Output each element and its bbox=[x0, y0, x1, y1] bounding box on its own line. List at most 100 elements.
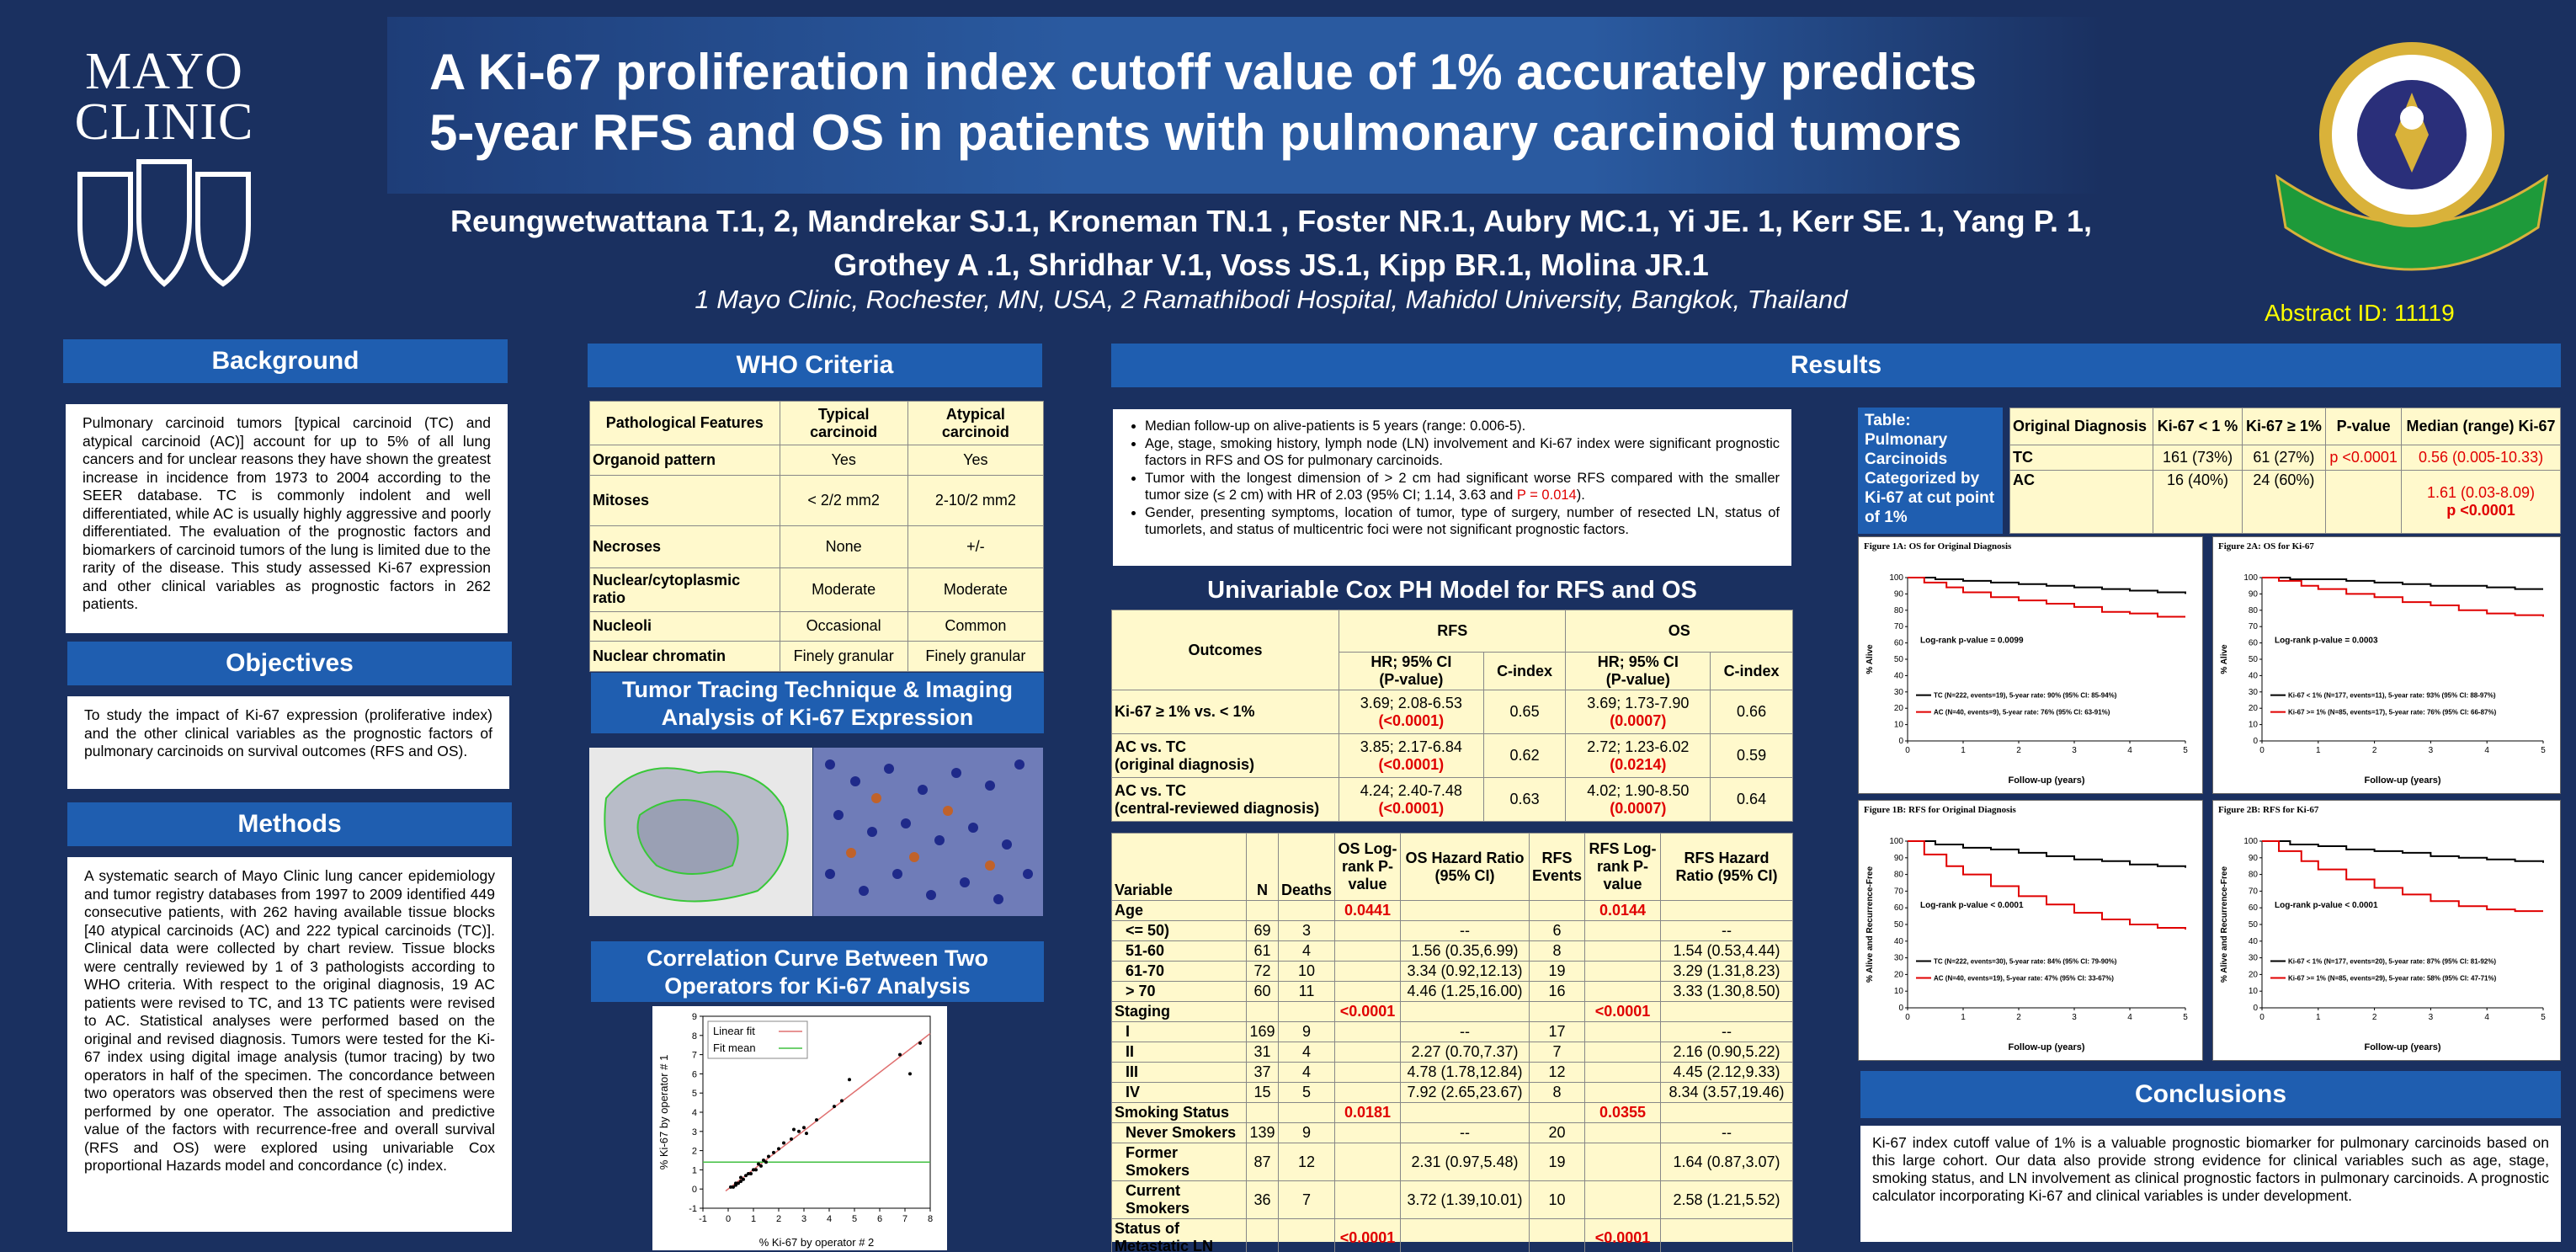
y-tick-label: 2 bbox=[692, 1147, 697, 1157]
y-tick-label: 50 bbox=[1894, 920, 1904, 930]
km-figure-title: Figure 2B: RFS for Ki-67 bbox=[2218, 805, 2319, 815]
x-tick-label: 1 bbox=[2316, 1013, 2321, 1022]
x-tick-label: 2 bbox=[776, 1214, 781, 1224]
x-tick-label: 5 bbox=[2541, 746, 2546, 755]
y-tick-label: 50 bbox=[2249, 920, 2259, 930]
authors-line2: Grothey A .1, Shridhar V.1, Voss JS.1, K… bbox=[833, 248, 1709, 282]
y-tick-label: 60 bbox=[2249, 903, 2259, 913]
km-legend-label: Ki-67 >= 1% (N=85, events=17), 5-year ra… bbox=[2288, 709, 2497, 717]
ki67-stain-image bbox=[813, 748, 1043, 916]
y-tick-label: 0 bbox=[1898, 1004, 1903, 1013]
scatter-point bbox=[792, 1127, 796, 1132]
km-figure-1b: Figure 1B: RFS for Original Diagnosis 0 10… bbox=[1858, 800, 2203, 1061]
y-tick-label: 7 bbox=[692, 1051, 697, 1061]
x-tick-label: 8 bbox=[928, 1214, 933, 1224]
x-tick-label: 0 bbox=[1905, 746, 1910, 755]
km-curve-black bbox=[1908, 840, 2186, 868]
y-axis-label: % Alive and Recurrence-Free bbox=[1865, 866, 1875, 983]
x-tick-label: 3 bbox=[2072, 746, 2077, 755]
y-tick-label: 60 bbox=[2249, 639, 2259, 648]
table-row: AC 16 (40%) 24 (60%) 1.61 (0.03-8.09) p <… bbox=[2009, 470, 2561, 534]
scatter-point bbox=[840, 1099, 844, 1103]
table-row: Nuclear/cytoplasmic ratio Moderate Moderat… bbox=[589, 567, 1045, 612]
x-tick-label: 1 bbox=[1961, 1013, 1966, 1022]
tumor-tracing-image bbox=[589, 748, 812, 916]
y-tick-label: 6 bbox=[692, 1069, 697, 1079]
x-tick-label: 2 bbox=[2372, 1013, 2377, 1022]
result-bullet: Tumor with the longest dimension of > 2 … bbox=[1145, 470, 1780, 503]
y-tick-label: 100 bbox=[1889, 837, 1903, 846]
scatter-point bbox=[772, 1150, 775, 1154]
scatter-point bbox=[742, 1177, 745, 1181]
km-curve-black bbox=[1908, 577, 2186, 594]
y-tick-label: 90 bbox=[2249, 854, 2259, 863]
x-tick-label: 5 bbox=[852, 1214, 857, 1224]
table-row: > 70 60 11 4.46 (1.25,16.00) 16 3.33 (1.30,8.… bbox=[1111, 981, 1794, 1002]
scatter-point bbox=[747, 1171, 750, 1175]
who-col-header: Atypical carcinoid bbox=[907, 401, 1045, 445]
y-tick-label: 20 bbox=[1894, 704, 1904, 713]
cox-table: Outcomes RFS OS HR; 95% CI (P-value) C-in… bbox=[1111, 610, 1793, 822]
table-row: AC vs. TC (central-reviewed diagnosis) 4.… bbox=[1111, 777, 1793, 822]
scatter-point bbox=[762, 1159, 765, 1162]
mayo-shield-icon bbox=[77, 159, 251, 287]
km-curve-red bbox=[2262, 840, 2543, 913]
y-tick-label: 80 bbox=[1894, 871, 1904, 880]
y-tick-label: 0 bbox=[1898, 737, 1903, 746]
y-tick-label: 20 bbox=[1894, 970, 1904, 979]
y-tick-label: 80 bbox=[1894, 606, 1904, 615]
mayo-clinic-logo: MAYO CLINIC bbox=[46, 45, 282, 290]
km-legend-label: AC (N=40, events=19), 5-year rate: 47% (… bbox=[1934, 975, 2114, 983]
y-tick-label: 100 bbox=[2243, 573, 2258, 583]
km-curve-black bbox=[2262, 577, 2543, 590]
scatter-point bbox=[764, 1160, 768, 1164]
x-tick-label: -1 bbox=[699, 1214, 707, 1224]
scatter-point bbox=[744, 1174, 748, 1178]
y-tick-label: 50 bbox=[2249, 655, 2259, 664]
table-row: Never Smokers 139 9 -- 20 -- bbox=[1111, 1122, 1794, 1143]
scatter-point bbox=[833, 1105, 836, 1109]
y-axis-label: % Ki-67 by operator # 1 bbox=[657, 1055, 670, 1170]
scatter-point bbox=[739, 1175, 742, 1180]
who-col-header: Pathological Features bbox=[589, 401, 780, 445]
table-row: Smoking Status 0.0181 0.0355 bbox=[1111, 1102, 1794, 1123]
legend-label: Linear fit bbox=[713, 1025, 755, 1037]
table-row: Nucleoli Occasional Common bbox=[589, 610, 1045, 642]
result-bullet: Gender, presenting symptoms, location of… bbox=[1145, 504, 1780, 538]
y-tick-label: 100 bbox=[1889, 573, 1903, 583]
km-legend-label: TC (N=222, events=30), 5-year rate: 84% … bbox=[1934, 958, 2117, 966]
km-curve-red bbox=[1908, 577, 2185, 618]
ramathibodi-seal-logo bbox=[2260, 34, 2563, 286]
table-row: 51-60 61 4 1.56 (0.35,6.99) 8 1.54 (0.53,4.44… bbox=[1111, 940, 1794, 962]
km-figure-title: Figure 2A: OS for Ki-67 bbox=[2218, 541, 2314, 551]
table-row: Status of Metastatic LN <0.0001 <0.0001 bbox=[1111, 1218, 1794, 1252]
variable-table: Variable N Deaths OS Log-rank P-value OS… bbox=[1111, 833, 1794, 1252]
x-tick-label: 4 bbox=[2127, 1013, 2132, 1022]
km-legend-label: TC (N=222, events=19), 5-year rate: 90% … bbox=[1934, 692, 2117, 700]
logrank-text: Log-rank p-value = 0.0003 bbox=[2275, 637, 2378, 646]
y-tick-label: 90 bbox=[2249, 589, 2259, 599]
km-figure-1a: Figure 1A: OS for Original Diagnosis 0 10 2… bbox=[1858, 536, 2203, 794]
y-tick-label: 30 bbox=[1894, 688, 1904, 697]
km-legend-label: AC (N=40, events=9), 5-year rate: 76% (9… bbox=[1934, 709, 2110, 717]
who-heading: WHO Criteria bbox=[588, 344, 1042, 387]
y-tick-label: 70 bbox=[2249, 887, 2259, 896]
logo-line2: CLINIC bbox=[74, 93, 254, 151]
y-tick-label: 30 bbox=[1894, 954, 1904, 963]
abstract-id: Abstract ID: 11119 bbox=[2265, 300, 2455, 326]
x-tick-label: 5 bbox=[2183, 1013, 2188, 1022]
km-legend-label: Ki-67 < 1% (N=177, events=11), 5-year ra… bbox=[2288, 692, 2496, 700]
cox-heading: Univariable Cox PH Model for RFS and OS bbox=[1207, 577, 1697, 604]
x-tick-label: 3 bbox=[801, 1214, 806, 1224]
ki-table-caption: Table: Pulmonary Carcinoids Categorized … bbox=[1858, 408, 2003, 534]
scatter-point bbox=[815, 1118, 818, 1122]
y-tick-label: 50 bbox=[1894, 655, 1904, 664]
x-tick-label: 4 bbox=[827, 1214, 832, 1224]
correlation-heading: Correlation Curve Between Two Operators … bbox=[591, 941, 1044, 1002]
y-tick-label: 0 bbox=[692, 1185, 697, 1195]
y-tick-label: 10 bbox=[2249, 987, 2259, 996]
y-tick-label: 40 bbox=[2249, 937, 2259, 946]
scatter-point bbox=[739, 1180, 742, 1184]
y-tick-label: 1 bbox=[692, 1165, 697, 1175]
conclusions-text: Ki-67 index cutoff value of 1% is a valu… bbox=[1860, 1126, 2561, 1242]
